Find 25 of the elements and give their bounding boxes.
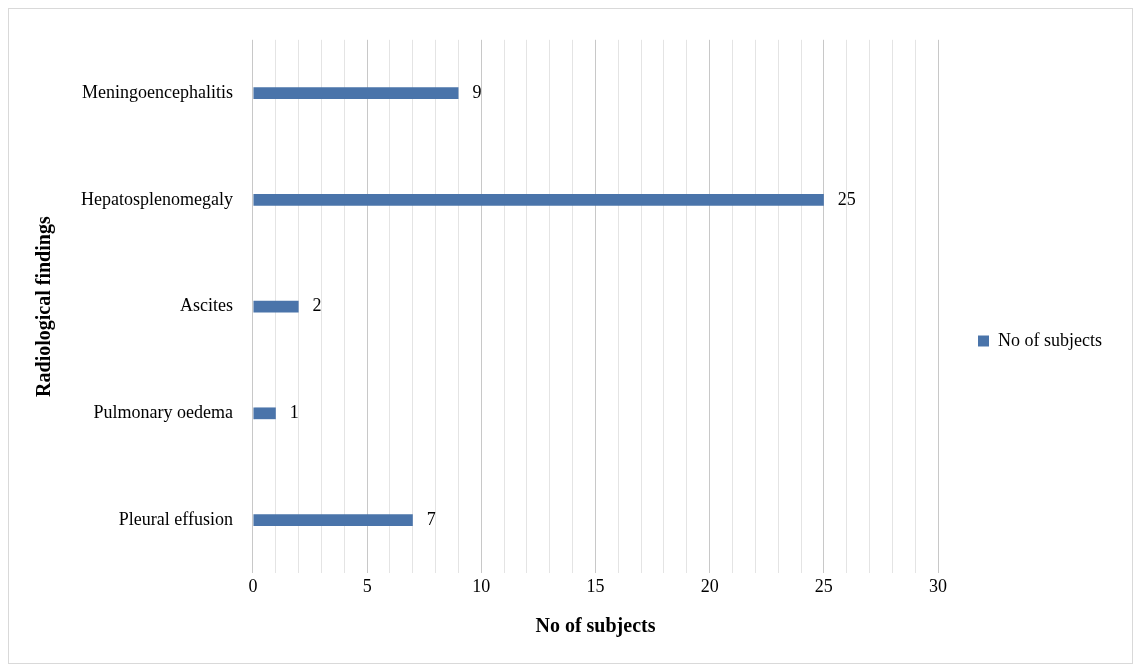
bar — [253, 514, 413, 526]
bar — [253, 300, 299, 313]
bar — [253, 407, 276, 420]
x-tick-label: 25 — [814, 575, 833, 596]
y-tick-label: Ascites — [179, 295, 233, 316]
x-tick-label: 0 — [248, 575, 258, 596]
data-label: 2 — [312, 295, 322, 316]
x-tick-label: 15 — [586, 575, 605, 596]
y-axis-title: Radiological findings — [32, 216, 56, 397]
x-tick-label: 5 — [362, 575, 372, 596]
y-tick-label: Hepatosplenomegaly — [80, 188, 233, 209]
y-tick-label: Pulmonary oedema — [93, 402, 233, 423]
x-tick-label: 30 — [929, 575, 948, 596]
x-axis-title: No of subjects — [535, 614, 656, 638]
y-tick-label: Pleural effusion — [118, 508, 233, 529]
x-tick-label: 10 — [472, 575, 491, 596]
bar — [253, 87, 459, 100]
data-label: 9 — [472, 81, 482, 102]
bar — [253, 194, 824, 206]
y-tick-label: Meningoencephalitis — [81, 81, 233, 102]
legend-label: No of subjects — [998, 329, 1102, 350]
data-label: 7 — [426, 508, 436, 529]
data-label: 1 — [289, 402, 299, 423]
x-tick-label: 20 — [700, 575, 719, 596]
data-label: 25 — [837, 188, 856, 209]
